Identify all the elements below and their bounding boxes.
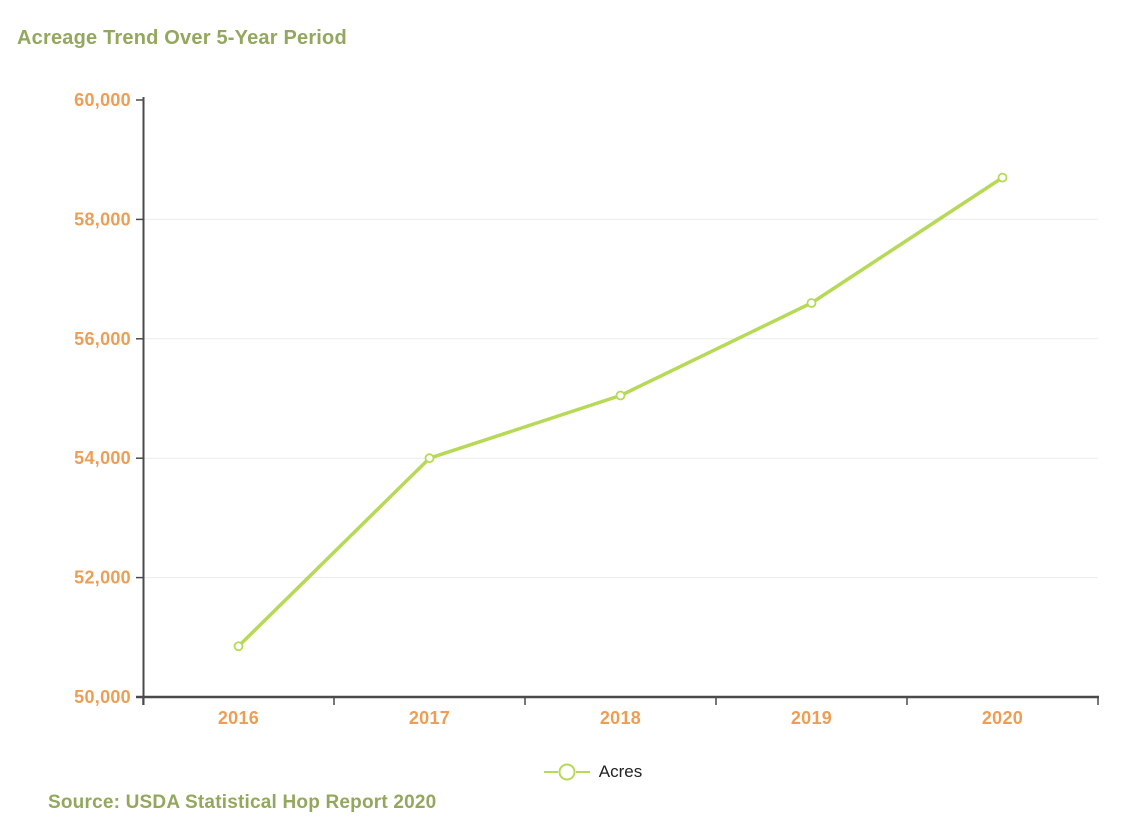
data-point-marker-2019 <box>806 298 817 308</box>
series-acres <box>233 172 1008 652</box>
axes <box>136 97 1099 705</box>
x-axis-label: 2020 <box>982 708 1023 728</box>
legend-circle <box>558 763 576 781</box>
source-note: Source: USDA Statistical Hop Report 2020 <box>48 792 437 813</box>
x-axis-label: 2018 <box>600 708 641 728</box>
legend-label: Acres <box>598 762 643 781</box>
y-axis-label: 60,000 <box>74 90 131 110</box>
x-axis-labels: 2016 2017 2018 2019 2020 <box>218 708 1023 728</box>
y-axis-label: 58,000 <box>74 209 131 229</box>
y-axis-labels: 50,000 52,000 54,000 56,000 58,000 60,000 <box>74 90 131 707</box>
y-axis-label: 50,000 <box>74 687 131 707</box>
y-axis-label: 56,000 <box>74 329 131 349</box>
chart-title: Acreage Trend Over 5-Year Period <box>17 27 347 49</box>
acres-line <box>236 175 1005 649</box>
y-axis-label: 52,000 <box>74 568 131 588</box>
data-point-marker-2020 <box>997 172 1008 183</box>
y-axis-label: 54,000 <box>74 448 131 468</box>
data-point-marker-2017 <box>424 453 435 464</box>
x-axis-label: 2017 <box>409 708 450 728</box>
line-marker-icon <box>543 763 590 781</box>
axis-ticks <box>136 99 1099 705</box>
data-point-marker-2016 <box>233 641 244 652</box>
x-axis-label: 2019 <box>791 708 832 728</box>
x-axis-label: 2016 <box>218 708 259 728</box>
legend: Acres <box>22 757 1142 787</box>
data-point-marker-2018 <box>615 390 626 401</box>
